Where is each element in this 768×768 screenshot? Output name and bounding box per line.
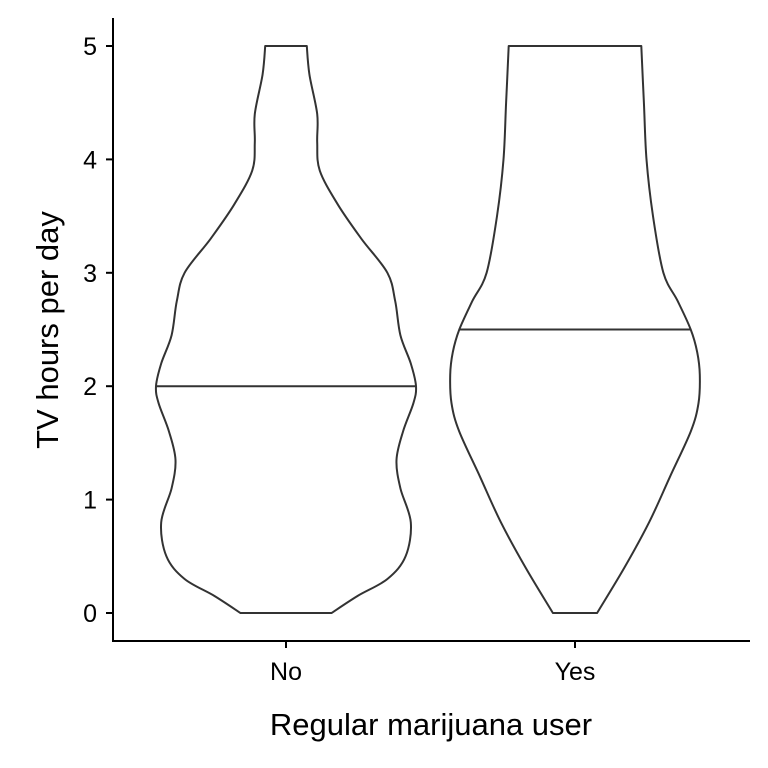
violins-layer bbox=[154, 45, 701, 614]
y-tick-label-1: 1 bbox=[83, 487, 97, 515]
x-tick-label-no: No bbox=[270, 658, 302, 686]
y-tick-label-4: 4 bbox=[83, 146, 97, 174]
violin-no bbox=[154, 45, 418, 614]
x-axis-title: Regular marijuana user bbox=[270, 707, 592, 742]
y-tick-label-3: 3 bbox=[83, 260, 97, 288]
y-tick-label-5: 5 bbox=[83, 33, 97, 61]
x-tick-label-yes: Yes bbox=[555, 658, 596, 686]
y-axis-title: TV hours per day bbox=[30, 211, 65, 449]
violin-yes bbox=[449, 45, 701, 614]
y-tick-label-2: 2 bbox=[83, 373, 97, 401]
y-ticks: 0 1 2 3 4 5 bbox=[83, 33, 113, 628]
axes-layer bbox=[112, 18, 750, 642]
x-ticks: No Yes bbox=[270, 641, 595, 686]
y-tick-label-0: 0 bbox=[83, 600, 97, 628]
